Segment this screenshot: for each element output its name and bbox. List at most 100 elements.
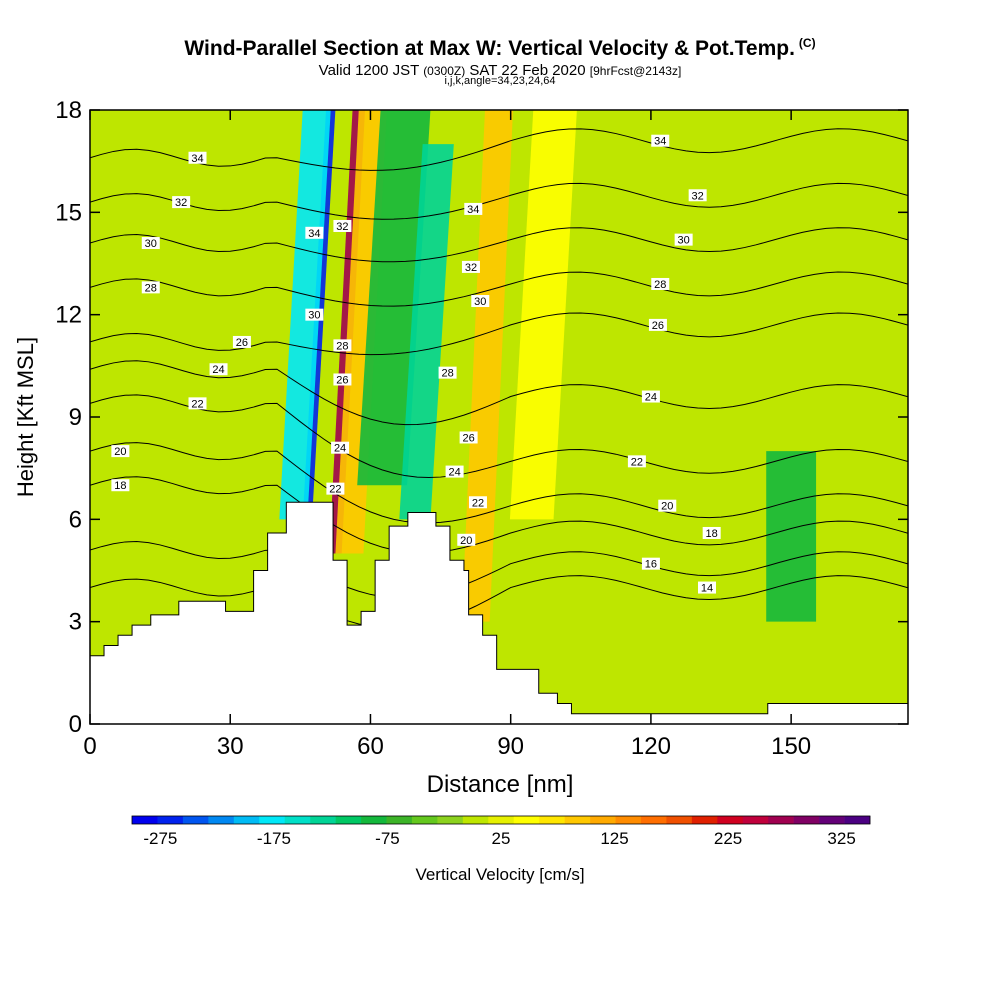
- contour-label: 28: [438, 366, 457, 380]
- contour-label-bg: [111, 479, 130, 492]
- ijk-line: i,j,k,angle=34,23,24,64: [444, 75, 556, 87]
- contour-label: 32: [333, 219, 352, 233]
- theta-contour-26: [90, 312, 908, 356]
- theta-contour-30: [90, 227, 908, 263]
- contour-label-text: 20: [460, 535, 472, 547]
- contour-label: 28: [651, 277, 670, 291]
- contour-label: 28: [333, 339, 352, 352]
- theta-contour-18: [90, 476, 908, 554]
- terrain: [89, 501, 909, 725]
- copyright-mark: (C): [798, 36, 816, 50]
- theta-contour-16: [90, 541, 908, 599]
- contour-label-text: 14: [701, 583, 713, 595]
- velocity-band: [185, 246, 229, 588]
- colorbar-tick-label: 25: [492, 829, 511, 848]
- colorbar-swatch: [182, 816, 209, 824]
- colorbar-swatch: [157, 816, 184, 824]
- contour-label: 30: [674, 233, 693, 247]
- contour-label-bg: [188, 151, 207, 164]
- forecast-info: [9hrFcst@2143z]: [589, 64, 682, 78]
- contour-label-bg: [651, 277, 670, 290]
- contour-label-bg: [172, 196, 191, 209]
- x-tick-label: 150: [771, 733, 811, 760]
- contour-label-bg: [232, 335, 251, 348]
- contour-label: 32: [172, 196, 191, 209]
- contour-label: 30: [471, 295, 490, 308]
- contour-label: 24: [445, 465, 464, 479]
- contour-label-bg: [333, 219, 352, 232]
- contour-label-bg: [461, 260, 480, 273]
- contour-label: 34: [188, 151, 207, 165]
- contour-label-text: 26: [462, 432, 474, 444]
- contour-label: 22: [188, 397, 207, 410]
- contour-label-text: 30: [308, 310, 320, 322]
- contour-label-bg: [641, 390, 660, 403]
- contour-label-text: 24: [212, 364, 224, 376]
- theta-contour-24: [90, 360, 908, 426]
- contour-label-bg: [438, 366, 457, 379]
- contour-label-bg: [188, 397, 207, 410]
- contour-label-text: 18: [706, 528, 718, 540]
- colorbar-swatch: [742, 816, 769, 824]
- velocity-band: [766, 451, 817, 622]
- colorbar-swatch: [386, 816, 413, 824]
- contour-label: 20: [457, 533, 476, 547]
- contour-label-bg: [648, 318, 667, 331]
- contour-label-text: 26: [336, 374, 348, 386]
- contour-label-text: 28: [654, 279, 666, 291]
- contour-labels: 34 32 30 28 26 24 22 20 18 34 32 30 28 26 24 22 28 26 24 22…: [111, 134, 721, 595]
- contour-label-bg: [641, 557, 660, 570]
- x-tick-label: 120: [631, 733, 671, 760]
- contour-label-bg: [141, 281, 160, 294]
- contour-label: 26: [333, 373, 352, 386]
- contour-label-bg: [209, 363, 228, 376]
- contour-label: 22: [326, 482, 345, 496]
- colorbar-swatch: [793, 816, 820, 824]
- contour-label-text: 34: [467, 204, 479, 216]
- contour-label: 24: [209, 363, 228, 376]
- contour-label: 30: [141, 237, 160, 250]
- contour-label: 32: [461, 260, 480, 274]
- chart-title-text: Wind-Parallel Section at Max W: Vertical…: [184, 37, 795, 60]
- colorbar-frame: [131, 815, 871, 825]
- contour-label-bg: [141, 237, 160, 250]
- colorbar-swatch: [513, 816, 540, 824]
- theta-contour-32: [90, 182, 908, 220]
- contour-label-text: 34: [191, 153, 203, 165]
- axes: 0 30 60 90 120 150 0 3 6 9 12 15 18: [55, 97, 908, 760]
- contour-label-bg: [651, 134, 670, 147]
- contour-label-text: 26: [236, 337, 248, 349]
- contour-label: 22: [627, 455, 646, 468]
- contour-label-bg: [457, 533, 476, 546]
- theta-contour-14: [90, 575, 908, 629]
- contour-label-bg: [459, 431, 478, 444]
- contour-label: 34: [464, 202, 483, 216]
- contour-label-bg: [688, 189, 707, 202]
- theta-contour-20: [90, 442, 908, 524]
- contour-label-bg: [331, 441, 350, 454]
- colorbar-swatch: [564, 816, 591, 824]
- colorbar: -275 -175 -75 25 125 225 325: [131, 815, 871, 848]
- chart-title: Wind-Parallel Section at Max W: Vertical…: [0, 36, 1000, 61]
- colorbar-swatch: [819, 816, 845, 824]
- contour-label: 26: [648, 318, 667, 332]
- colorbar-swatch: [361, 816, 387, 824]
- contour-label-bg: [111, 445, 130, 458]
- contour-label-text: 32: [465, 262, 477, 274]
- x-tick-label: 60: [357, 733, 384, 760]
- contour-label: 34: [305, 226, 324, 240]
- contour-label: 30: [305, 308, 324, 322]
- y-tick-label: 12: [55, 302, 82, 329]
- theta-contour-22: [90, 394, 908, 479]
- y-axis-label: Height [Kft MSL]: [13, 337, 38, 497]
- colorbar-swatch: [666, 816, 693, 824]
- contour-label-text: 22: [472, 497, 484, 509]
- contour-label-bg: [698, 581, 717, 594]
- contour-label: 24: [641, 390, 660, 404]
- x-axis-label: Distance [nm]: [427, 771, 574, 798]
- contour-label-text: 26: [652, 320, 664, 332]
- contour-label-text: 24: [334, 443, 346, 455]
- contour-label: 16: [641, 557, 660, 571]
- colorbar-swatch: [310, 816, 336, 824]
